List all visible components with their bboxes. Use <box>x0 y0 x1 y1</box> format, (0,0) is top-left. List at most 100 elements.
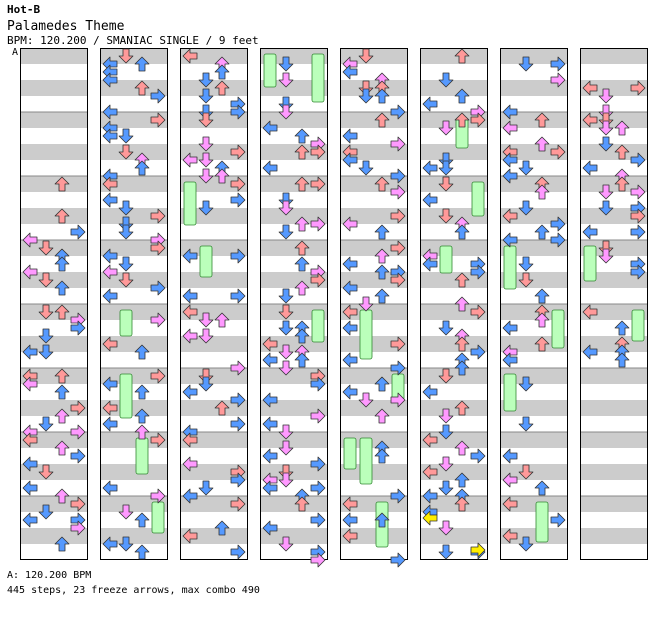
step-arrow-left <box>182 248 198 264</box>
step-arrow-up <box>534 480 550 496</box>
step-arrow-up <box>54 280 70 296</box>
step-arrow-up <box>294 280 310 296</box>
step-arrow-down <box>198 88 214 104</box>
step-arrow-right <box>310 144 326 160</box>
step-arrow-down <box>118 216 134 232</box>
step-arrow-down <box>438 456 454 472</box>
step-arrow-up <box>454 48 470 64</box>
step-arrow-down <box>198 312 214 328</box>
step-arrow-left <box>262 120 278 136</box>
step-arrow-left <box>502 168 518 184</box>
step-arrow-right <box>70 320 86 336</box>
step-arrow-up <box>294 176 310 192</box>
step-arrow-up <box>454 272 470 288</box>
step-arrow-up <box>134 512 150 528</box>
step-arrow-down <box>198 480 214 496</box>
step-arrow-right <box>70 496 86 512</box>
step-arrow-up <box>54 208 70 224</box>
step-arrow-down <box>278 96 294 112</box>
step-arrow-left <box>502 528 518 544</box>
freeze-arrow <box>311 309 325 343</box>
step-arrow-right <box>70 520 86 536</box>
step-arrow-left <box>342 352 358 368</box>
step-arrow-right <box>390 168 406 184</box>
step-arrow-down <box>598 88 614 104</box>
step-arrow-right <box>390 184 406 200</box>
step-arrow-down <box>438 160 454 176</box>
step-arrow-up <box>534 312 550 328</box>
step-arrow-left <box>262 520 278 536</box>
step-arrow-up <box>454 496 470 512</box>
step-arrow-down <box>278 288 294 304</box>
step-arrow-left <box>102 264 118 280</box>
chart-column <box>20 48 88 560</box>
step-arrow-up <box>374 288 390 304</box>
chart-column <box>580 48 648 560</box>
step-arrow-down <box>598 136 614 152</box>
step-arrow-right <box>310 376 326 392</box>
step-arrow-right <box>550 144 566 160</box>
step-arrow-down <box>278 344 294 360</box>
step-arrow-left <box>262 416 278 432</box>
step-arrow-left <box>342 512 358 528</box>
step-arrow-down <box>518 56 534 72</box>
step-arrow-up <box>214 520 230 536</box>
step-arrow-down <box>438 424 454 440</box>
step-arrow-right <box>550 232 566 248</box>
step-arrow-left <box>502 320 518 336</box>
step-arrow-down <box>598 104 614 120</box>
step-arrow-right <box>470 112 486 128</box>
step-arrow-down <box>358 80 374 96</box>
step-arrow-up <box>374 112 390 128</box>
step-arrow-left <box>182 328 198 344</box>
step-arrow-up <box>134 56 150 72</box>
step-arrow-left <box>422 160 438 176</box>
step-arrow-right <box>230 104 246 120</box>
freeze-arrow <box>551 309 565 349</box>
step-arrow-left <box>182 152 198 168</box>
step-arrow-up <box>374 88 390 104</box>
step-arrow-right <box>70 400 86 416</box>
step-arrow-left <box>422 192 438 208</box>
step-arrow-down <box>38 240 54 256</box>
step-arrow-down <box>198 200 214 216</box>
step-arrow-left <box>422 96 438 112</box>
step-arrow-down <box>438 176 454 192</box>
step-arrow-left <box>582 304 598 320</box>
step-arrow-down <box>518 160 534 176</box>
step-arrow-up <box>534 112 550 128</box>
step-arrow-right <box>230 192 246 208</box>
step-arrow-left <box>502 472 518 488</box>
step-arrow-up <box>54 536 70 552</box>
step-arrow-right <box>630 184 646 200</box>
freeze-arrow <box>151 501 165 534</box>
step-arrow-left <box>342 304 358 320</box>
step-arrow-right <box>630 224 646 240</box>
step-arrow-down <box>438 208 454 224</box>
step-arrow-up <box>134 160 150 176</box>
freeze-arrow <box>263 53 277 88</box>
step-arrow-down <box>358 160 374 176</box>
song-title: Palamedes Theme <box>7 19 125 34</box>
step-arrow-left <box>342 280 358 296</box>
step-arrow-right <box>470 264 486 280</box>
step-arrow-down <box>438 320 454 336</box>
step-arrow-down <box>518 272 534 288</box>
step-arrow-left <box>182 288 198 304</box>
step-arrow-right <box>390 488 406 504</box>
step-arrow-right <box>230 288 246 304</box>
step-arrow-right <box>150 432 166 448</box>
step-arrow-down <box>118 256 134 272</box>
freeze-arrow <box>119 373 133 419</box>
step-arrow-left <box>262 336 278 352</box>
step-arrow-down <box>438 120 454 136</box>
step-arrow-down <box>278 320 294 336</box>
step-arrow-right <box>550 56 566 72</box>
step-arrow-down <box>198 168 214 184</box>
freeze-arrow <box>471 181 485 217</box>
step-arrow-right <box>630 152 646 168</box>
step-arrow-left <box>102 128 118 144</box>
step-arrow-down <box>118 144 134 160</box>
step-arrow-up <box>374 448 390 464</box>
step-arrow-up <box>214 168 230 184</box>
